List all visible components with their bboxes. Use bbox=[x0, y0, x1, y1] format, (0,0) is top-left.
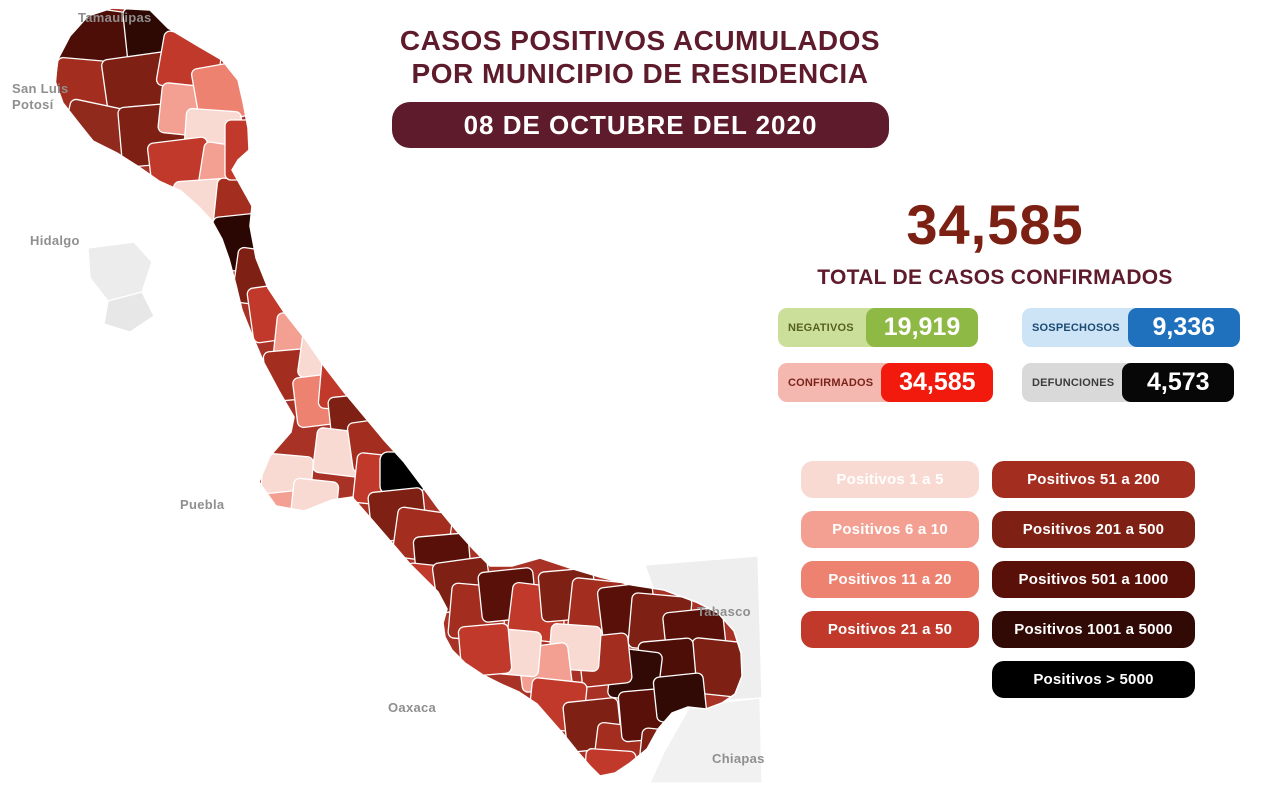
stat-sospechosos: SOSPECHOSOS 9,336 bbox=[1022, 308, 1240, 347]
region-label-san-luis-potosi: San Luis Potosí bbox=[12, 81, 69, 112]
legend-item-over-5000: Positivos > 5000 bbox=[992, 661, 1195, 698]
stat-value: 19,919 bbox=[866, 308, 978, 347]
legend-item-label: Positivos 1001 a 5000 bbox=[1014, 621, 1173, 638]
region-label-tabasco: Tabasco bbox=[697, 604, 751, 619]
legend-item-label: Positivos 6 a 10 bbox=[832, 521, 948, 538]
legend-item-label: Positivos 11 a 20 bbox=[828, 571, 952, 588]
stat-label: CONFIRMADOS bbox=[778, 363, 892, 402]
stats-grid: NEGATIVOS 19,919 SOSPECHOSOS 9,336 CONFI… bbox=[778, 308, 1240, 402]
date-banner: 08 DE OCTUBRE DEL 2020 bbox=[392, 102, 889, 148]
stat-label: DEFUNCIONES bbox=[1022, 363, 1133, 402]
legend-item-501-1000: Positivos 501 a 1000 bbox=[992, 561, 1195, 598]
region-label-chiapas: Chiapas bbox=[712, 751, 765, 766]
region-label-oaxaca: Oaxaca bbox=[388, 700, 437, 715]
map-area: Tamaulipas San Luis Potosí Hidalgo Puebl… bbox=[12, 7, 765, 784]
stat-label: NEGATIVOS bbox=[778, 308, 876, 347]
stat-label: SOSPECHOSOS bbox=[1022, 308, 1138, 347]
page-title: CASOS POSITIVOS ACUMULADOS POR MUNICIPIO… bbox=[340, 24, 940, 90]
legend-item-label: Positivos 201 a 500 bbox=[1022, 521, 1165, 538]
legend-item-21-50: Positivos 21 a 50 bbox=[801, 611, 979, 648]
legend-item-1-5: Positivos 1 a 5 bbox=[801, 461, 979, 498]
legend-item-201-500: Positivos 201 a 500 bbox=[992, 511, 1195, 548]
legend-item-1001-5000: Positivos 1001 a 5000 bbox=[992, 611, 1195, 648]
legend-column-left: Positivos 1 a 5 Positivos 6 a 10 Positiv… bbox=[801, 461, 979, 648]
stat-confirmados: CONFIRMADOS 34,585 bbox=[778, 363, 994, 402]
region-label-hidalgo: Hidalgo bbox=[30, 233, 80, 248]
state-border bbox=[54, 7, 743, 777]
total-confirmed-label: TOTAL DE CASOS CONFIRMADOS bbox=[817, 266, 1173, 289]
legend-item-label: Positivos 21 a 50 bbox=[827, 621, 953, 638]
stat-defunciones: DEFUNCIONES 4,573 bbox=[1022, 363, 1235, 402]
stat-value: 34,585 bbox=[881, 363, 994, 402]
neighbor-state-shape bbox=[648, 697, 763, 784]
total-confirmed-number: 34,585 bbox=[906, 193, 1084, 256]
legend-column-right: Positivos 51 a 200 Positivos 201 a 500 P… bbox=[992, 461, 1195, 698]
region-label-tamaulipas: Tamaulipas bbox=[78, 10, 152, 25]
region-label-puebla: Puebla bbox=[180, 497, 225, 512]
legend-item-label: Positivos > 5000 bbox=[1033, 671, 1154, 688]
legend-item-label: Positivos 1 a 5 bbox=[836, 471, 944, 488]
stat-negativos: NEGATIVOS 19,919 bbox=[778, 308, 978, 347]
page-title-line2: POR MUNICIPIO DE RESIDENCIA bbox=[411, 58, 869, 89]
stat-value: 9,336 bbox=[1127, 308, 1240, 347]
veracruz-choropleth-map bbox=[54, 7, 763, 784]
legend-item-51-200: Positivos 51 a 200 bbox=[992, 461, 1195, 498]
legend-item-6-10: Positivos 6 a 10 bbox=[801, 511, 979, 548]
stat-value: 4,573 bbox=[1122, 363, 1235, 402]
neighbor-state-shape bbox=[103, 291, 155, 333]
legend-item-label: Positivos 501 a 1000 bbox=[1018, 571, 1169, 588]
legend-item-11-20: Positivos 11 a 20 bbox=[801, 561, 979, 598]
page-title-line1: CASOS POSITIVOS ACUMULADOS bbox=[399, 25, 881, 56]
legend-item-label: Positivos 51 a 200 bbox=[1027, 471, 1160, 488]
